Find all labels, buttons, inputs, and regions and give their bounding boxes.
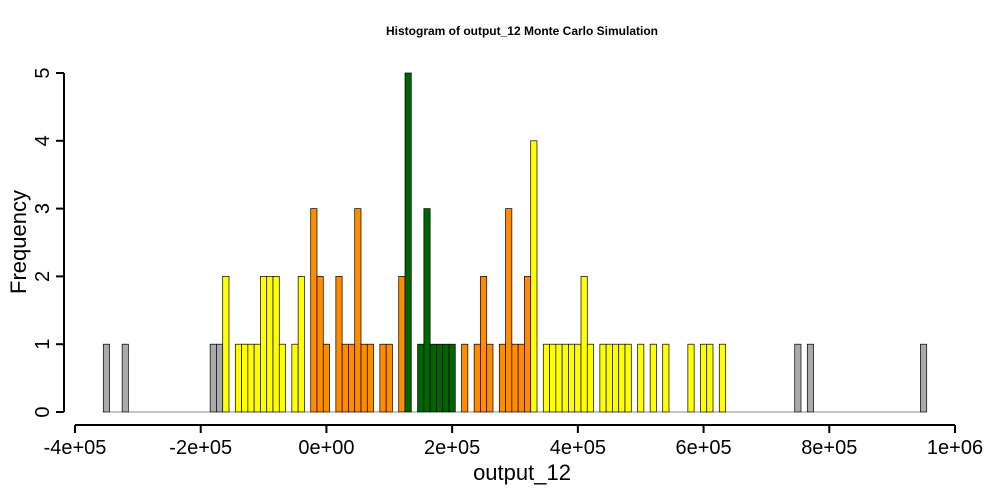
histogram-bar [253,343,261,413]
histogram-bar [442,343,450,413]
histogram-bar [417,343,425,413]
histogram-bar [806,343,814,413]
histogram-bar [278,343,286,413]
histogram-bar [354,208,362,413]
histogram-bar [360,343,368,413]
histogram-bar [461,343,469,413]
histogram-bar [718,343,726,413]
histogram-bar [398,276,406,413]
histogram-bar [568,343,576,413]
histogram-bar [404,72,412,413]
histogram-bar [574,343,582,413]
histogram-bar [580,276,588,413]
y-tick-label: 5 [32,67,54,78]
histogram-bar [241,343,249,413]
histogram-bar [379,343,387,413]
histogram-bar [524,276,532,413]
histogram-bar [209,343,217,413]
histogram-bar [247,343,255,413]
x-tick-label: -4e+05 [44,437,107,459]
histogram-bar [794,343,802,413]
histogram-bar [266,276,274,413]
histogram-bar [624,343,632,413]
histogram-bar [423,208,431,413]
histogram-bar [436,343,444,413]
histogram-bar [473,343,481,413]
histogram-bar [316,276,324,413]
x-tick-label: 8e+05 [801,437,857,459]
histogram-bar [272,276,280,413]
histogram-bar [618,343,626,413]
y-tick-label: 4 [32,135,54,146]
x-tick-label: 1e+06 [927,437,983,459]
histogram-bar [517,343,525,413]
x-tick-label: 2e+05 [424,437,480,459]
y-tick-label: 2 [32,271,54,282]
histogram-bar [348,343,356,413]
histogram-bar [429,343,437,413]
histogram-bar [322,343,330,413]
histogram-bar [480,276,488,413]
histogram-bar [385,343,393,413]
histogram-bar [511,343,519,413]
histogram-bar [222,276,230,413]
y-axis-label: Frequency [6,190,31,294]
histogram-bar [555,343,563,413]
histogram-bar [310,208,318,413]
histogram-bar [297,276,305,413]
histogram-bar [561,343,569,413]
x-axis-label: output_12 [473,460,571,485]
histogram-bar [649,343,657,413]
histogram-bar [102,343,110,413]
histogram-bar [605,343,613,413]
histogram-bar [260,276,268,413]
chart-title: Histogram of output_12 Monte Carlo Simul… [386,24,658,38]
histogram-bar [498,343,506,413]
bars-group [102,72,928,413]
histogram-bar [549,343,557,413]
histogram-bar [586,343,594,413]
histogram-bar [335,276,343,413]
histogram-bar [234,343,242,413]
histogram-bar [687,343,695,413]
histogram-bar [341,343,349,413]
histogram-bar [637,343,645,413]
histogram-bar [706,343,714,413]
histogram-bar [662,343,670,413]
x-tick-label: 6e+05 [675,437,731,459]
histogram-bar [216,343,224,413]
x-axis: -4e+05 -2e+05 0e+00 2e+05 4e+05 6e+05 8e+05 1e+… [44,424,983,459]
y-tick-label: 0 [32,406,54,417]
y-tick-label: 1 [32,339,54,350]
histogram-bar [121,343,129,413]
x-tick-label: 0e+00 [298,437,354,459]
histogram-bar [366,343,374,413]
histogram-bar [542,343,550,413]
x-tick-label: 4e+05 [550,437,606,459]
histogram-bar [530,140,538,413]
histogram-bar [612,343,620,413]
histogram-bar [920,343,928,413]
histogram-bar [448,343,456,413]
x-tick-label: -2e+05 [169,437,232,459]
histogram-bar [599,343,607,413]
histogram-bar [486,343,494,413]
y-tick-label: 3 [32,203,54,214]
y-axis: 0 1 2 3 4 5 [32,67,65,418]
histogram-bar [291,343,299,413]
histogram-bar [505,208,513,413]
histogram-bar [700,343,708,413]
